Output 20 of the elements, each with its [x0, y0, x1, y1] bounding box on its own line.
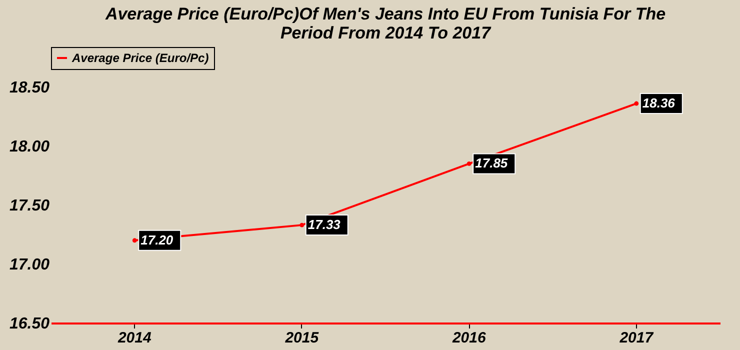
data-label: 18.36	[642, 96, 676, 111]
point	[466, 161, 472, 166]
y-tick-label: 17.00	[9, 256, 50, 274]
x-tick-label: 2015	[284, 330, 320, 346]
data-label: 17.33	[308, 217, 342, 232]
x-tick-label: 2014	[116, 330, 152, 346]
point	[300, 222, 304, 228]
legend-label: Average Price (Euro/Pc)	[71, 51, 209, 65]
point	[634, 101, 639, 106]
data-label: 17.20	[140, 232, 174, 248]
y-tick-label: 16.50	[9, 316, 50, 332]
y-tick-label: 17.50	[9, 198, 50, 214]
point	[132, 238, 137, 243]
data-label: 17.85	[475, 156, 508, 171]
x-tick-label: 2016	[451, 330, 486, 346]
y-tick-label: 18.00	[9, 138, 50, 156]
text: Average Price (Euro/Pc)Of Men's Jeans Into EU From Tunisia For The	[105, 4, 666, 24]
x-tick-label: 2017	[618, 330, 654, 346]
y-tick-label: 18.50	[9, 80, 50, 96]
text: Period From 2014 To 2017	[280, 24, 491, 42]
